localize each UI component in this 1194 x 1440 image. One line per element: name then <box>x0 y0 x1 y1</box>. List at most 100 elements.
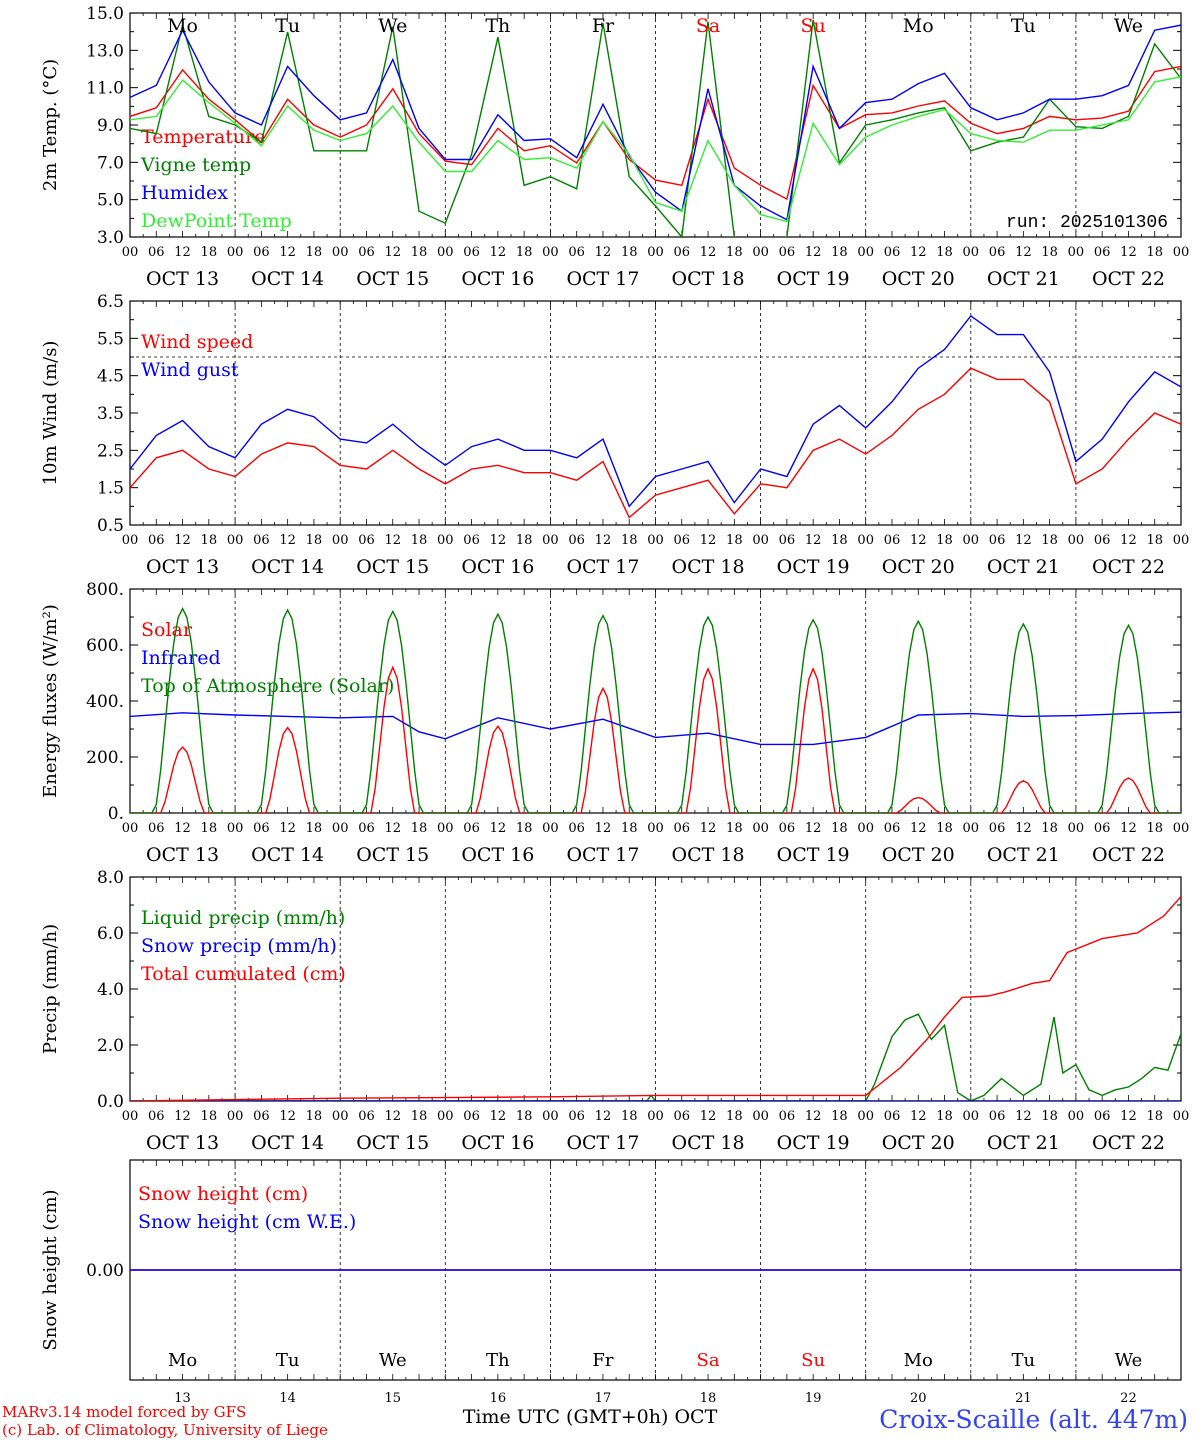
hour-tick-label: 00 <box>1173 821 1190 836</box>
date-label: OCT 19 <box>777 268 850 290</box>
hour-tick-label: 18 <box>1146 533 1163 548</box>
y-tick-label: 600. <box>86 636 124 656</box>
hour-tick-label: 00 <box>752 1109 769 1124</box>
hour-tick-label: 12 <box>1015 821 1032 836</box>
hour-tick-label: 06 <box>674 1109 691 1124</box>
hour-tick-label: 06 <box>568 1109 585 1124</box>
hour-tick-label: 06 <box>1094 533 1111 548</box>
date-label: OCT 13 <box>146 556 219 578</box>
time-axis-label: Time UTC (GMT+0h) OCT <box>463 1406 718 1428</box>
hour-tick-label: 18 <box>831 821 848 836</box>
y-tick-label: 13.0 <box>86 41 124 61</box>
date-label: OCT 21 <box>987 556 1060 578</box>
hour-tick-label: 18 <box>936 821 953 836</box>
date-label: OCT 20 <box>882 844 955 866</box>
y-tick-label: 5.0 <box>97 191 124 211</box>
hour-tick-label: 06 <box>568 245 585 260</box>
y-tick-label: 6.5 <box>97 292 124 312</box>
date-label: OCT 15 <box>356 844 429 866</box>
y-tick-label: 0. <box>108 804 124 824</box>
hour-tick-label: 06 <box>148 245 165 260</box>
weekday-label: Th <box>486 1350 510 1371</box>
date-label: OCT 18 <box>672 844 745 866</box>
hour-tick-label: 00 <box>227 1109 244 1124</box>
hour-tick-label: 00 <box>1173 533 1190 548</box>
series-line-solar <box>130 665 1181 813</box>
hour-tick-label: 00 <box>647 533 664 548</box>
series-line-top-of-atmosphere-solar- <box>130 607 1181 813</box>
y-axis-label: Snow height (cm) <box>40 1189 61 1350</box>
hour-tick-label: 18 <box>726 821 743 836</box>
y-tick-label: 1.5 <box>97 479 124 499</box>
hour-tick-label: 18 <box>1041 245 1058 260</box>
hour-tick-label: 12 <box>174 821 191 836</box>
date-label: OCT 18 <box>672 268 745 290</box>
hour-tick-label: 06 <box>884 245 901 260</box>
hour-tick-label: 12 <box>1120 533 1137 548</box>
hour-tick-label: 00 <box>1068 245 1085 260</box>
legend-entry: Snow height (cm) <box>138 1183 308 1205</box>
hour-tick-label: 12 <box>700 245 717 260</box>
y-tick-label: 4.0 <box>97 980 124 1000</box>
hour-tick-label: 12 <box>595 533 612 548</box>
panels-layer: 3.0 5.0 7.0 9.0 11.0 13.0 15.0 2m Temp. (°C) Tem… <box>40 4 1189 1406</box>
hour-tick-label: 00 <box>1173 245 1190 260</box>
hour-tick-label: 18 <box>621 1109 638 1124</box>
date-label: OCT 18 <box>672 556 745 578</box>
weekday-label: Fr <box>592 1350 613 1371</box>
hour-tick-label: 18 <box>1041 821 1058 836</box>
date-label: OCT 17 <box>566 556 639 578</box>
hour-tick-label: 12 <box>1015 1109 1032 1124</box>
hour-tick-label: 06 <box>989 1109 1006 1124</box>
day-number-label: 17 <box>595 1391 612 1406</box>
date-label: OCT 19 <box>777 1132 850 1154</box>
hour-tick-label: 12 <box>1120 821 1137 836</box>
hour-tick-label: 06 <box>358 821 375 836</box>
hour-tick-label: 00 <box>752 821 769 836</box>
date-label: OCT 18 <box>672 1132 745 1154</box>
hour-tick-label: 18 <box>1041 1109 1058 1124</box>
hour-tick-label: 12 <box>490 245 507 260</box>
hour-tick-label: 18 <box>411 821 428 836</box>
day-number-label: 18 <box>700 1391 717 1406</box>
legend-entry: Snow precip (mm/h) <box>141 935 337 957</box>
hour-tick-label: 12 <box>279 245 296 260</box>
y-tick-label: 3.0 <box>97 228 124 248</box>
legend-entry: Temperature <box>141 126 265 148</box>
hour-tick-label: 12 <box>805 1109 822 1124</box>
day-number-label: 16 <box>490 1391 507 1406</box>
legend-entry: Vigne temp <box>140 154 251 176</box>
hour-tick-label: 12 <box>1120 245 1137 260</box>
hour-tick-label: 06 <box>989 533 1006 548</box>
hour-tick-label: 00 <box>542 245 559 260</box>
y-tick-label: 6.0 <box>97 924 124 944</box>
y-tick-label: 4.5 <box>97 367 124 387</box>
date-label: OCT 15 <box>356 556 429 578</box>
date-label: OCT 17 <box>566 1132 639 1154</box>
hour-tick-label: 06 <box>568 821 585 836</box>
hour-tick-label: 06 <box>358 245 375 260</box>
hour-tick-label: 00 <box>437 533 454 548</box>
hour-tick-label: 06 <box>358 533 375 548</box>
hour-tick-label: 18 <box>201 245 218 260</box>
hour-tick-label: 18 <box>1146 1109 1163 1124</box>
hour-tick-label: 06 <box>253 821 270 836</box>
hour-tick-label: 12 <box>910 1109 927 1124</box>
hour-tick-label: 12 <box>1120 1109 1137 1124</box>
date-label: OCT 13 <box>146 844 219 866</box>
hour-tick-label: 00 <box>542 1109 559 1124</box>
panel-wind: 0.5 1.5 2.5 3.5 4.5 5.5 6.5 10m Wind (m/s) Wind … <box>40 292 1189 578</box>
hour-tick-label: 06 <box>463 821 480 836</box>
hour-tick-label: 00 <box>647 1109 664 1124</box>
hour-tick-label: 00 <box>122 821 139 836</box>
date-label: OCT 14 <box>251 844 324 866</box>
hour-tick-label: 00 <box>857 245 874 260</box>
legend-entry: Wind speed <box>141 331 253 353</box>
day-number-label: 20 <box>910 1391 927 1406</box>
hour-tick-label: 06 <box>463 1109 480 1124</box>
weekday-label: Mo <box>904 1350 933 1371</box>
hour-tick-label: 12 <box>910 245 927 260</box>
hour-tick-label: 12 <box>805 245 822 260</box>
hour-tick-label: 06 <box>253 1109 270 1124</box>
hour-tick-label: 06 <box>779 821 796 836</box>
